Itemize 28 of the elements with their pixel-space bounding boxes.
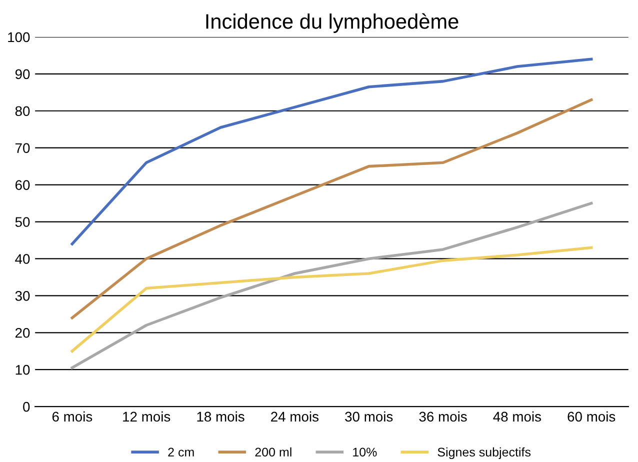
x-tick-label: 24 mois	[271, 411, 318, 422]
y-tick-label: 0	[23, 402, 30, 412]
y-tick-label: 60	[15, 180, 30, 190]
y-tick-label: 100	[8, 32, 30, 42]
x-tick-label: 18 mois	[197, 411, 244, 422]
x-tick-label: 36 mois	[419, 411, 467, 422]
legend-label: Signes subjectifs	[438, 447, 531, 460]
y-tick-label: 30	[15, 291, 30, 301]
y-tick-label: 50	[15, 217, 30, 227]
line-series	[70, 58, 593, 246]
y-tick-label: 10	[16, 364, 30, 375]
x-tick-label: 12 mois	[123, 411, 170, 422]
line-series	[70, 98, 593, 320]
x-tick-label: 30 mois	[345, 411, 393, 422]
y-tick-label: 70	[15, 143, 30, 154]
x-tick-label: 60 mois	[568, 411, 616, 422]
line-series	[70, 246, 593, 353]
y-tick-label: 90	[15, 69, 30, 80]
legend-label: 2 cm	[168, 448, 194, 457]
y-tick-label: 40	[15, 254, 30, 264]
y-tick-label: 80	[15, 106, 30, 116]
y-tick-label: 20	[15, 328, 30, 338]
x-tick-label: 48 mois	[493, 411, 541, 422]
x-tick-label: 6 mois	[52, 411, 92, 422]
legend-label: 10%	[353, 448, 377, 457]
line-series	[70, 202, 593, 370]
chart-title: Incidence du lymphoedème	[206, 13, 458, 33]
legend-label: 200 ml	[255, 447, 292, 457]
